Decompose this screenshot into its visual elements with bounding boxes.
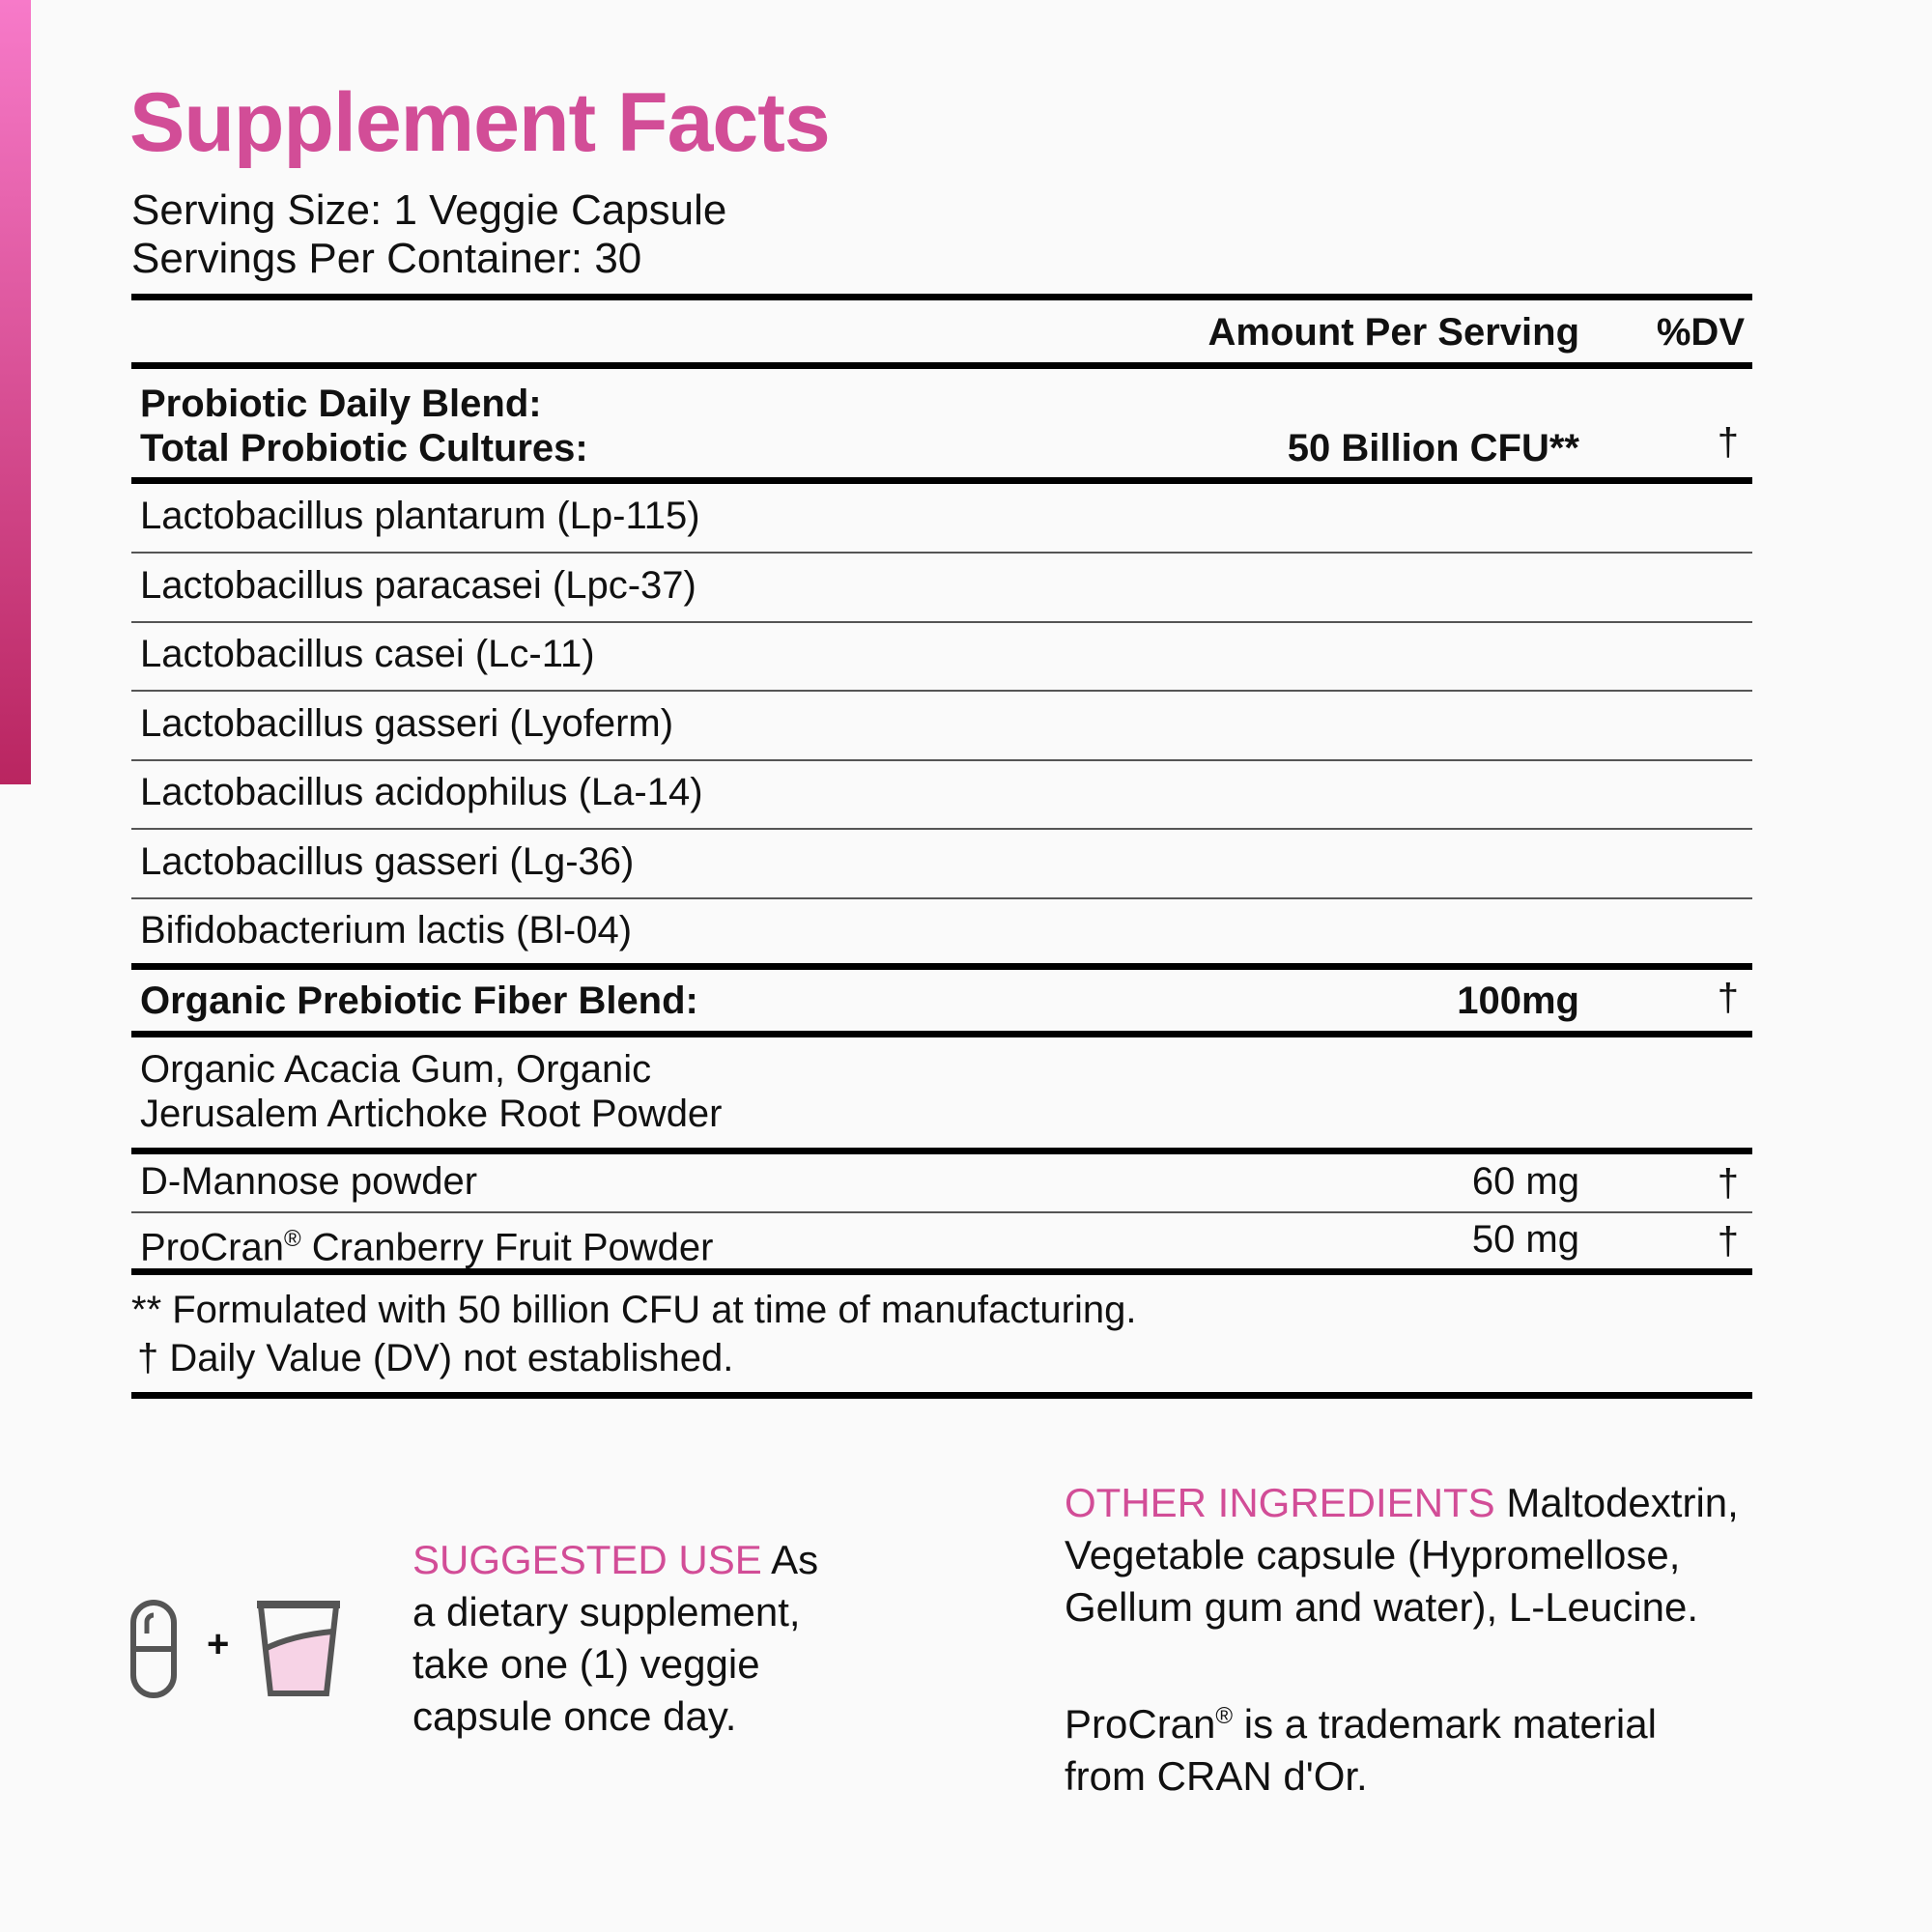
footnote-cfu: ** Formulated with 50 billion CFU at tim… xyxy=(131,1289,1137,1331)
suggested-use: SUGGESTED USE As a dietary supplement, t… xyxy=(412,1534,876,1743)
divider xyxy=(131,294,1752,300)
servings-per-container: Servings Per Container: 30 xyxy=(131,235,642,282)
procran-brand: ProCran xyxy=(140,1226,284,1269)
prebiotic-amount: 100mg xyxy=(1457,980,1579,1022)
other-ingredients-line: Maltodextrin, xyxy=(1506,1480,1739,1525)
divider xyxy=(131,1148,1752,1154)
divider xyxy=(131,1031,1752,1037)
divider xyxy=(131,896,1752,899)
prebiotic-dv: † xyxy=(1717,977,1739,1019)
other-ingredients-heading: OTHER INGREDIENTS xyxy=(1065,1480,1495,1525)
divider xyxy=(131,690,1752,692)
total-cultures-label: Total Probiotic Cultures: xyxy=(140,427,588,469)
trademark-brand: ProCran xyxy=(1065,1701,1216,1747)
mannose-label: D-Mannose powder xyxy=(140,1160,478,1203)
glass-of-water-icon xyxy=(257,1601,340,1696)
procran-dv: † xyxy=(1717,1220,1739,1263)
trademark-text: from CRAN d'Or. xyxy=(1065,1753,1368,1799)
other-ingredients-line: Gellum gum and water), L-Leucine. xyxy=(1065,1584,1698,1630)
header-dv: %DV xyxy=(1656,311,1745,354)
capsule-icon xyxy=(130,1600,177,1698)
divider xyxy=(131,1268,1752,1275)
procran-amount: 50 mg xyxy=(1471,1218,1579,1261)
probiotic-amount: 50 Billion CFU** xyxy=(1287,427,1579,469)
procran-label: ProCran® Cranberry Fruit Powder xyxy=(140,1217,713,1269)
prebiotic-ingredients-line1: Organic Acacia Gum, Organic xyxy=(140,1048,652,1091)
registered-mark: ® xyxy=(1215,1703,1234,1729)
strain-row: Bifidobacterium lactis (Bl-04) xyxy=(140,909,633,952)
serving-size: Serving Size: 1 Veggie Capsule xyxy=(131,186,727,234)
trademark-note: ProCran® is a trademark material from CR… xyxy=(1065,1690,1657,1803)
page-title: Supplement Facts xyxy=(129,76,831,169)
trademark-text: is a trademark material xyxy=(1233,1701,1657,1747)
suggested-use-line: a dietary supplement, xyxy=(412,1589,801,1634)
divider xyxy=(131,828,1752,830)
strain-row: Lactobacillus gasseri (Lyoferm) xyxy=(140,701,674,745)
divider xyxy=(131,552,1752,554)
other-ingredients: OTHER INGREDIENTS Maltodextrin, Vegetabl… xyxy=(1065,1477,1837,1634)
divider xyxy=(131,362,1752,369)
divider xyxy=(131,477,1752,484)
strain-row: Lactobacillus acidophilus (La-14) xyxy=(140,771,703,813)
probiotic-blend-label: Probiotic Daily Blend: xyxy=(140,383,542,425)
prebiotic-label: Organic Prebiotic Fiber Blend: xyxy=(140,980,698,1022)
registered-mark: ® xyxy=(283,1226,301,1252)
divider xyxy=(131,620,1752,623)
divider xyxy=(131,758,1752,761)
strain-row: Lactobacillus casei (Lc-11) xyxy=(140,633,595,675)
footnote-dv: † Daily Value (DV) not established. xyxy=(137,1337,734,1379)
other-ingredients-line: Vegetable capsule (Hypromellose, xyxy=(1065,1532,1681,1577)
mannose-amount: 60 mg xyxy=(1471,1160,1579,1203)
strain-row: Lactobacillus gasseri (Lg-36) xyxy=(140,839,635,883)
suggested-use-line: take one (1) veggie xyxy=(412,1641,760,1687)
strain-row: Lactobacillus plantarum (Lp-115) xyxy=(140,495,700,537)
procran-rest: Cranberry Fruit Powder xyxy=(300,1226,714,1269)
accent-sidebar xyxy=(0,0,31,784)
suggested-use-line: capsule once day. xyxy=(412,1693,737,1739)
plus-icon: + xyxy=(207,1623,230,1665)
suggested-use-heading: SUGGESTED USE xyxy=(412,1537,762,1582)
divider xyxy=(131,963,1752,970)
header-amount: Amount Per Serving xyxy=(1208,311,1579,354)
strain-row: Lactobacillus paracasei (Lpc-37) xyxy=(140,563,696,607)
prebiotic-ingredients-line2: Jerusalem Artichoke Root Powder xyxy=(140,1093,723,1135)
divider xyxy=(131,1392,1752,1399)
suggested-use-line: As xyxy=(771,1537,819,1582)
mannose-dv: † xyxy=(1717,1162,1739,1205)
divider xyxy=(131,1211,1752,1213)
probiotic-dv: † xyxy=(1717,421,1739,464)
